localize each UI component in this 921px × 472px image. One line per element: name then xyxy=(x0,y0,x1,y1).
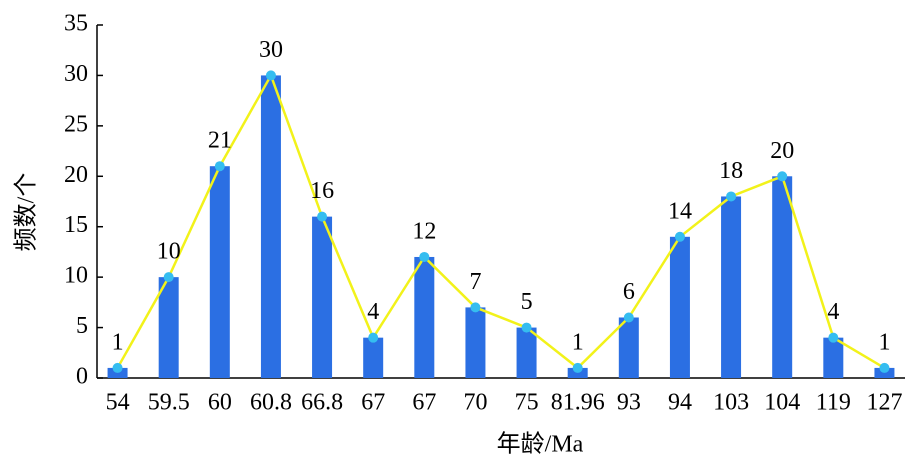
x-tick-label: 119 xyxy=(816,390,851,416)
marker xyxy=(777,171,788,182)
data-label: 18 xyxy=(719,158,743,184)
data-label: 21 xyxy=(208,128,232,154)
x-tick-label: 103 xyxy=(713,390,749,416)
bar xyxy=(618,317,639,378)
bar xyxy=(823,337,844,378)
data-label: 1 xyxy=(572,329,584,355)
y-tick-label: 35 xyxy=(64,11,88,37)
x-tick-label: 67 xyxy=(412,390,436,416)
marker xyxy=(572,362,583,373)
marker xyxy=(726,191,737,202)
data-label: 1 xyxy=(878,329,890,355)
bar xyxy=(874,367,895,378)
data-label: 4 xyxy=(367,299,379,325)
x-tick-label: 104 xyxy=(764,390,800,416)
marker xyxy=(623,312,634,323)
y-tick-label: 25 xyxy=(64,111,88,137)
bar xyxy=(158,277,179,378)
x-tick-label: 127 xyxy=(866,390,902,416)
marker xyxy=(214,161,225,172)
y-tick-label: 20 xyxy=(64,162,88,188)
trend-line xyxy=(116,72,886,370)
y-tick-label: 15 xyxy=(64,212,88,238)
data-label: 6 xyxy=(623,279,635,305)
y-tick-label: 30 xyxy=(64,61,88,87)
bar xyxy=(260,75,281,378)
x-tick-label: 60 xyxy=(208,390,232,416)
x-tick-label: 59.5 xyxy=(148,390,190,416)
bar xyxy=(567,367,588,378)
x-axis-label: 年龄/Ma xyxy=(497,431,584,458)
marker xyxy=(317,211,328,222)
data-label: 16 xyxy=(310,178,334,204)
marker xyxy=(521,322,532,333)
y-tick-label: 0 xyxy=(76,364,88,390)
x-tick-label: 94 xyxy=(668,390,692,416)
y-axis-label: 频数/个 xyxy=(13,173,40,252)
y-tick-label: 5 xyxy=(76,313,88,339)
data-label: 4 xyxy=(827,299,839,325)
marker xyxy=(470,302,481,313)
data-label: 10 xyxy=(157,239,181,265)
marker xyxy=(368,332,379,343)
data-label: 7 xyxy=(469,269,481,295)
data-label: 14 xyxy=(668,198,692,224)
x-tick-label: 70 xyxy=(463,390,487,416)
bar xyxy=(414,256,435,378)
x-tick-label: 54 xyxy=(106,390,130,416)
x-tick-label: 75 xyxy=(515,390,539,416)
marker xyxy=(112,362,123,373)
marker xyxy=(828,332,839,343)
marker xyxy=(265,70,276,81)
data-label: 30 xyxy=(259,37,283,63)
data-label: 1 xyxy=(112,329,124,355)
bar xyxy=(721,196,742,378)
bar xyxy=(363,337,384,378)
bar xyxy=(669,236,690,378)
bar xyxy=(465,307,486,378)
data-label: 20 xyxy=(770,138,794,164)
marker xyxy=(879,362,890,373)
x-tick-label: 60.8 xyxy=(250,390,292,416)
x-tick-label: 81.96 xyxy=(551,390,605,416)
y-tick-label: 10 xyxy=(64,263,88,289)
marker xyxy=(419,251,430,262)
bar xyxy=(312,216,333,378)
bar xyxy=(209,166,230,378)
x-tick-label: 67 xyxy=(361,390,385,416)
bar xyxy=(772,176,793,378)
x-tick-label: 93 xyxy=(617,390,641,416)
data-label: 5 xyxy=(521,289,533,315)
bar xyxy=(107,367,128,378)
bar xyxy=(516,327,537,378)
data-label: 12 xyxy=(412,218,436,244)
marker xyxy=(674,231,685,242)
x-tick-label: 66.8 xyxy=(301,390,343,416)
marker xyxy=(163,272,174,283)
